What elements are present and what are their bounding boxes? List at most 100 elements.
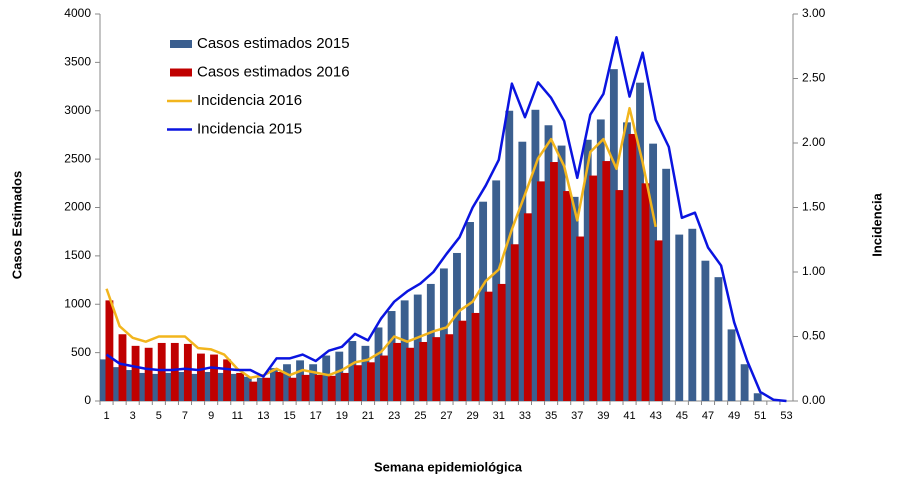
y-tick-label: 4000 <box>64 6 91 20</box>
x-axis-label: Semana epidemiológica <box>374 459 523 474</box>
bar <box>309 364 318 401</box>
bar <box>550 162 558 401</box>
bar <box>628 133 637 401</box>
bar <box>615 190 624 401</box>
legend-label: Incidencia 2016 <box>197 92 302 109</box>
bar <box>223 359 232 401</box>
x-tick-label: 45 <box>676 410 688 422</box>
x-tick-label: 21 <box>362 410 374 422</box>
y-axis-label: Casos Estimados <box>9 171 24 279</box>
bar <box>256 377 265 401</box>
x-tick-label: 13 <box>257 410 269 422</box>
bar <box>243 376 252 401</box>
bar <box>432 337 441 401</box>
bar <box>335 351 344 401</box>
y-tick-label: 1500 <box>64 248 91 262</box>
bar <box>426 283 435 401</box>
x-tick-label: 37 <box>571 410 583 422</box>
bar <box>262 377 271 401</box>
bar <box>413 294 422 401</box>
bar <box>393 342 401 401</box>
bar <box>301 374 310 401</box>
x-tick-label: 9 <box>208 410 214 422</box>
bar <box>230 373 239 401</box>
legend-label: Casos estimados 2015 <box>197 35 350 52</box>
bar <box>484 291 493 401</box>
bar <box>400 300 409 401</box>
y2-tick-label: 2.00 <box>802 135 826 149</box>
bar <box>641 183 650 401</box>
bar <box>727 329 736 401</box>
bar <box>139 372 148 401</box>
bar <box>531 109 540 401</box>
bar <box>479 201 488 401</box>
bar <box>197 353 205 401</box>
y-tick-label: 1000 <box>64 296 91 310</box>
legend-label: Incidencia 2015 <box>197 120 302 137</box>
bar <box>387 311 396 401</box>
bar <box>589 175 598 401</box>
bar <box>688 228 697 401</box>
x-tick-label: 51 <box>754 410 766 422</box>
bar <box>105 300 114 401</box>
x-tick-label: 19 <box>336 410 348 422</box>
bar <box>523 213 532 401</box>
bar <box>439 268 448 401</box>
y2-tick-label: 0.00 <box>802 393 826 407</box>
bar <box>275 371 284 401</box>
bar <box>505 110 514 401</box>
y-tick-label: 0 <box>84 393 91 407</box>
bar <box>288 377 297 401</box>
bar <box>583 139 592 401</box>
bar <box>497 283 506 401</box>
bar <box>466 222 474 401</box>
x-tick-label: 25 <box>414 410 426 422</box>
bar <box>602 161 611 401</box>
bar <box>649 143 658 401</box>
bar <box>576 236 585 401</box>
bar <box>204 371 213 401</box>
y2-tick-label: 0.50 <box>802 329 826 343</box>
x-tick-label: 53 <box>780 410 792 422</box>
bar <box>596 119 605 402</box>
y2-tick-label: 1.00 <box>802 264 826 278</box>
bar <box>210 354 218 401</box>
bar <box>518 141 527 401</box>
bar <box>283 364 291 401</box>
x-tick-label: 49 <box>728 410 740 422</box>
line <box>105 35 787 403</box>
bar <box>126 370 134 401</box>
bar <box>217 372 226 401</box>
bar <box>380 355 388 401</box>
bar <box>453 252 461 401</box>
bar <box>662 168 671 401</box>
x-tick-label: 11 <box>232 410 243 422</box>
x-tick-label: 41 <box>623 410 635 422</box>
bar <box>544 125 553 401</box>
legend-swatch <box>170 68 192 77</box>
bar <box>144 347 153 401</box>
bar <box>510 244 519 401</box>
x-tick-label: 35 <box>545 410 557 422</box>
bar <box>353 365 362 401</box>
bar <box>374 327 383 401</box>
bar <box>609 69 618 402</box>
bar <box>131 345 140 401</box>
bar <box>636 82 644 401</box>
bar <box>236 372 245 401</box>
bar <box>249 381 258 401</box>
bar <box>348 341 357 401</box>
y-tick-label: 2500 <box>64 151 91 165</box>
x-tick-label: 43 <box>650 410 662 422</box>
bar <box>152 373 161 401</box>
bar <box>714 277 723 401</box>
x-tick-label: 39 <box>597 410 609 422</box>
bar <box>314 374 323 401</box>
x-tick-label: 29 <box>467 410 479 422</box>
bar <box>753 393 762 401</box>
bar <box>471 312 480 401</box>
x-tick-label: 17 <box>310 410 322 422</box>
legend-swatch <box>170 40 192 48</box>
bar <box>100 359 108 401</box>
